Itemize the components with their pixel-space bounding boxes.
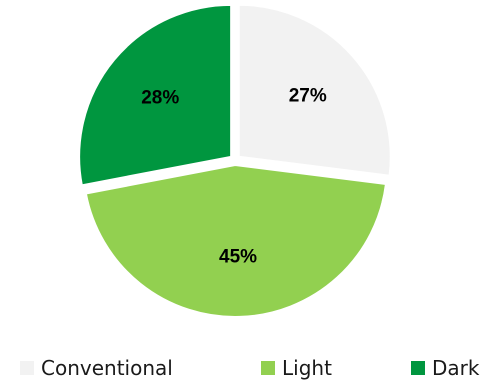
legend-swatch-conventional: [20, 361, 34, 375]
legend-swatch-dark: [411, 361, 425, 375]
pie-slices: [78, 3, 392, 318]
legend-label-dark: Dark: [432, 356, 480, 380]
legend-item-dark: Dark: [411, 356, 479, 380]
legend-item-light: Light: [261, 356, 332, 380]
data-label-dark: 28%: [141, 88, 179, 109]
legend-item-conventional: Conventional: [20, 356, 173, 380]
legend-swatch-light: [261, 361, 275, 375]
pie-slice-light: [84, 163, 388, 318]
data-label-conventional: 27%: [289, 85, 327, 106]
data-label-light: 45%: [219, 246, 257, 267]
pie-slice-conventional: [237, 3, 392, 177]
legend-label-light: Light: [282, 356, 332, 380]
chart-legend: Conventional Light Dark: [0, 356, 501, 388]
pie-data-labels: 27% 45% 28%: [141, 85, 327, 267]
legend-label-conventional: Conventional: [41, 356, 173, 380]
pie-slice-dark: [78, 3, 233, 187]
